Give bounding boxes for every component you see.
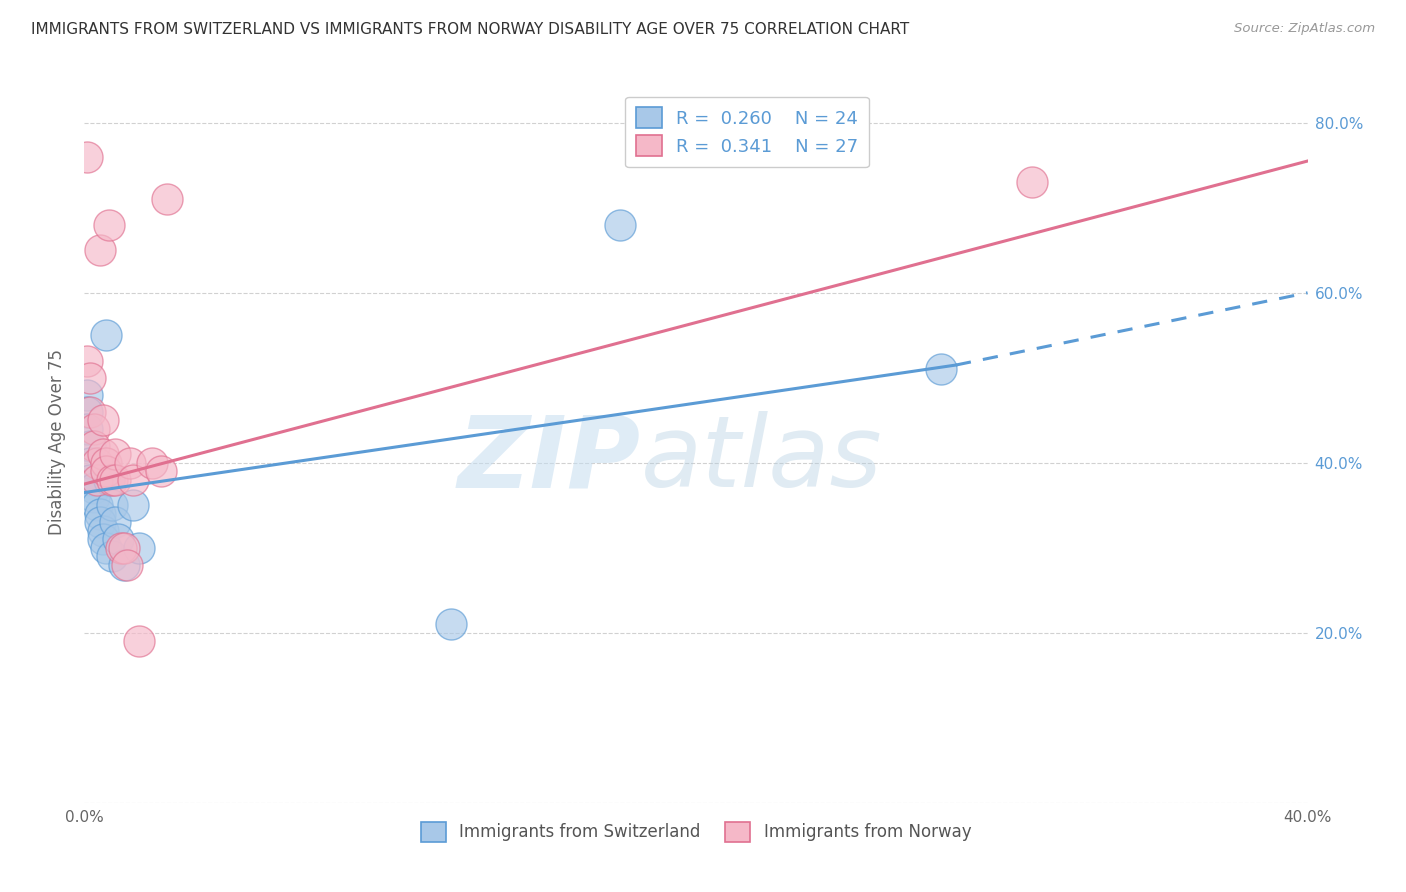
Point	[122, 498, 145, 512]
Point	[79, 371, 101, 385]
Point	[104, 447, 127, 461]
Point	[76, 405, 98, 419]
Point	[115, 558, 138, 572]
Point	[91, 533, 114, 547]
Point	[76, 353, 98, 368]
Point	[440, 617, 463, 632]
Point	[86, 473, 108, 487]
Point	[112, 541, 135, 555]
Point	[101, 498, 124, 512]
Point	[110, 541, 132, 555]
Point	[104, 516, 127, 530]
Point	[76, 422, 98, 436]
Point	[104, 473, 127, 487]
Point	[141, 456, 163, 470]
Point	[120, 456, 142, 470]
Point	[156, 192, 179, 206]
Point	[83, 481, 105, 495]
Point	[91, 524, 114, 538]
Point	[122, 473, 145, 487]
Point	[91, 413, 114, 427]
Point	[83, 490, 105, 504]
Point	[112, 558, 135, 572]
Point	[91, 447, 114, 461]
Text: IMMIGRANTS FROM SWITZERLAND VS IMMIGRANTS FROM NORWAY DISABILITY AGE OVER 75 COR: IMMIGRANTS FROM SWITZERLAND VS IMMIGRANT…	[31, 22, 910, 37]
Point	[609, 218, 631, 232]
Point	[83, 422, 105, 436]
Point	[76, 388, 98, 402]
Point	[1021, 175, 1043, 189]
Point	[83, 439, 105, 453]
Point	[79, 456, 101, 470]
Point	[89, 244, 111, 258]
Point	[76, 150, 98, 164]
Point	[89, 507, 111, 521]
Point	[97, 218, 120, 232]
Legend: Immigrants from Switzerland, Immigrants from Norway: Immigrants from Switzerland, Immigrants …	[413, 815, 979, 848]
Point	[79, 405, 101, 419]
Point	[929, 362, 952, 376]
Point	[94, 464, 117, 478]
Point	[94, 541, 117, 555]
Point	[86, 498, 108, 512]
Point	[107, 533, 129, 547]
Point	[101, 549, 124, 564]
Text: atlas: atlas	[641, 411, 883, 508]
Text: Source: ZipAtlas.com: Source: ZipAtlas.com	[1234, 22, 1375, 36]
Point	[149, 464, 172, 478]
Point	[79, 473, 101, 487]
Point	[94, 456, 117, 470]
Point	[86, 456, 108, 470]
Point	[128, 634, 150, 648]
Point	[94, 328, 117, 343]
Point	[101, 473, 124, 487]
Point	[128, 541, 150, 555]
Text: ZIP: ZIP	[458, 411, 641, 508]
Y-axis label: Disability Age Over 75: Disability Age Over 75	[48, 349, 66, 534]
Point	[97, 473, 120, 487]
Point	[89, 516, 111, 530]
Point	[79, 439, 101, 453]
